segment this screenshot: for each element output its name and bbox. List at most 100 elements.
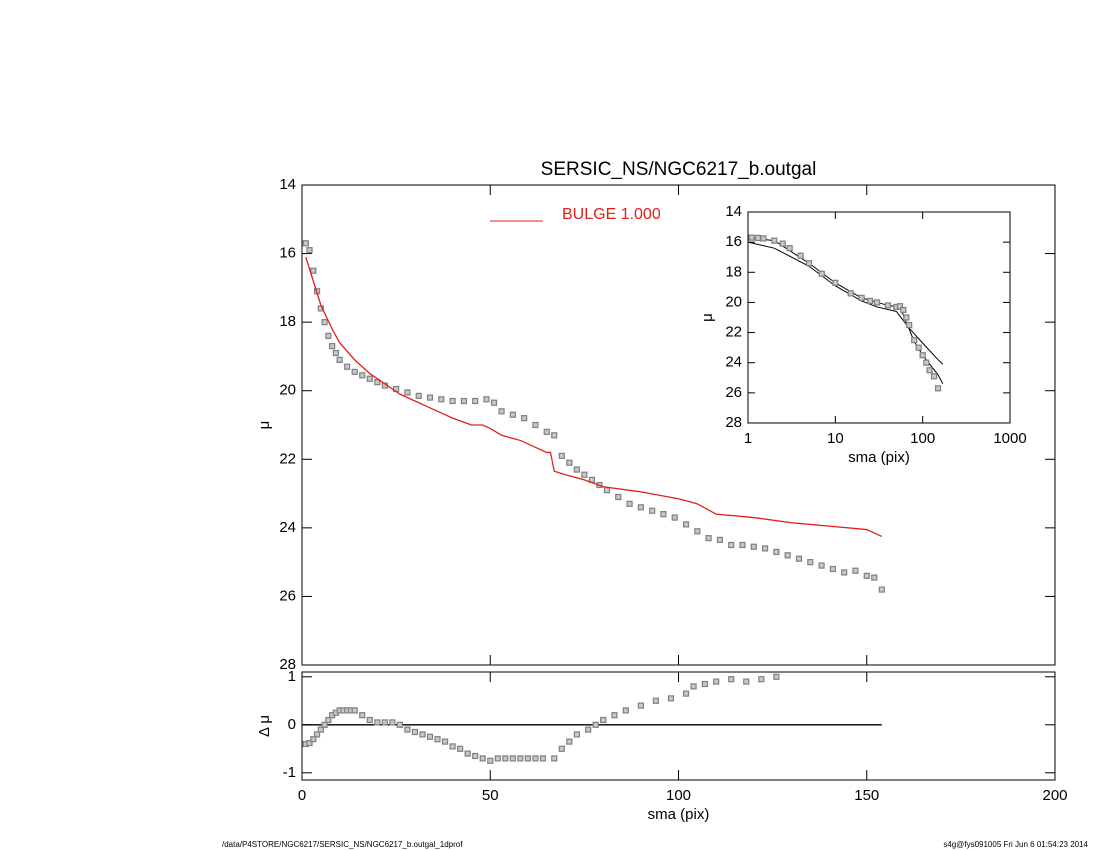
y-tick-label: 26 xyxy=(725,384,742,401)
marker xyxy=(329,343,336,350)
inset-background xyxy=(748,212,1010,423)
marker xyxy=(829,565,836,573)
marker xyxy=(472,397,479,405)
x-tick-label: 0 xyxy=(298,787,306,804)
chart-title: SERSIC_NS/NGC6217_b.outgal xyxy=(541,159,817,180)
marker xyxy=(832,279,839,286)
marker xyxy=(739,541,746,549)
marker xyxy=(404,389,411,396)
marker xyxy=(566,459,573,466)
marker xyxy=(449,397,456,405)
marker xyxy=(637,702,644,709)
marker xyxy=(884,302,892,309)
x-axis-label: sma (pix) xyxy=(648,806,710,823)
marker xyxy=(784,552,791,559)
y-tick-label: 14 xyxy=(725,203,742,220)
y-tick-label: 14 xyxy=(279,176,296,193)
marker xyxy=(871,574,878,581)
marker xyxy=(325,716,332,724)
marker xyxy=(896,303,904,310)
marker xyxy=(773,673,780,680)
y-tick-label: 22 xyxy=(725,324,742,341)
marker xyxy=(847,290,854,297)
marker xyxy=(374,379,381,386)
marker xyxy=(660,511,667,518)
marker xyxy=(359,372,366,379)
marker xyxy=(494,755,501,762)
marker xyxy=(539,755,547,762)
marker xyxy=(701,680,708,688)
marker xyxy=(464,750,471,757)
marker xyxy=(457,745,464,752)
marker xyxy=(332,349,339,357)
marker xyxy=(760,235,767,242)
plot-area xyxy=(302,673,882,764)
marker xyxy=(543,428,550,435)
marker xyxy=(438,396,445,403)
marker xyxy=(419,731,426,738)
marker xyxy=(805,260,813,267)
plot-area xyxy=(748,234,944,392)
marker xyxy=(671,514,678,521)
marker xyxy=(524,755,532,762)
marker xyxy=(381,719,388,726)
marker xyxy=(551,432,558,439)
marker xyxy=(566,738,573,745)
x-tick-label: 50 xyxy=(482,787,499,804)
marker xyxy=(573,731,580,738)
marker xyxy=(690,683,697,690)
marker xyxy=(705,535,712,542)
marker xyxy=(426,733,434,740)
marker xyxy=(748,234,755,241)
marker xyxy=(532,755,539,762)
y-axis-label: μ xyxy=(256,421,273,430)
marker xyxy=(592,721,599,728)
marker xyxy=(615,493,622,501)
x-tick-label: 100 xyxy=(666,787,691,804)
marker xyxy=(351,707,358,714)
y-tick-label: 18 xyxy=(279,313,296,330)
plot-frame xyxy=(301,671,1056,781)
marker xyxy=(841,569,848,576)
marker xyxy=(652,697,660,704)
marker xyxy=(903,314,910,321)
marker xyxy=(926,367,933,374)
footer-left: /data/P4STORE/NGC6217/SERSIC_NS/NGC6217_… xyxy=(222,840,463,849)
y-tick-label: 0 xyxy=(288,716,296,733)
marker xyxy=(521,415,528,422)
marker xyxy=(359,712,366,719)
y-tick-label: 24 xyxy=(725,354,742,371)
marker xyxy=(852,567,859,574)
marker xyxy=(807,559,814,566)
marker xyxy=(728,676,735,683)
marker xyxy=(396,721,403,728)
footer-right: s4g@fys091005 Fri Jun 6 01:54:23 2014 xyxy=(943,840,1088,849)
marker xyxy=(603,487,611,494)
marker xyxy=(773,548,780,555)
marker xyxy=(498,408,505,415)
marker xyxy=(558,745,565,752)
y-tick-label: 24 xyxy=(279,519,296,536)
marker xyxy=(906,321,913,329)
x-tick-label: 100 xyxy=(910,430,935,447)
marker xyxy=(754,234,762,242)
marker xyxy=(797,252,804,259)
marker xyxy=(366,716,373,724)
marker xyxy=(858,294,865,302)
y-tick-label: 22 xyxy=(279,450,296,467)
marker xyxy=(581,471,588,478)
x-tick-label: 150 xyxy=(854,787,879,804)
marker xyxy=(611,712,618,719)
marker xyxy=(487,757,494,764)
x-tick-label: 1 xyxy=(744,430,752,447)
marker xyxy=(306,739,313,747)
marker xyxy=(866,297,874,305)
marker xyxy=(441,738,449,745)
marker xyxy=(900,306,907,314)
marker xyxy=(573,466,580,473)
marker xyxy=(786,245,793,252)
marker xyxy=(930,373,938,380)
marker xyxy=(551,755,558,762)
marker xyxy=(472,752,479,760)
marker xyxy=(919,352,926,359)
